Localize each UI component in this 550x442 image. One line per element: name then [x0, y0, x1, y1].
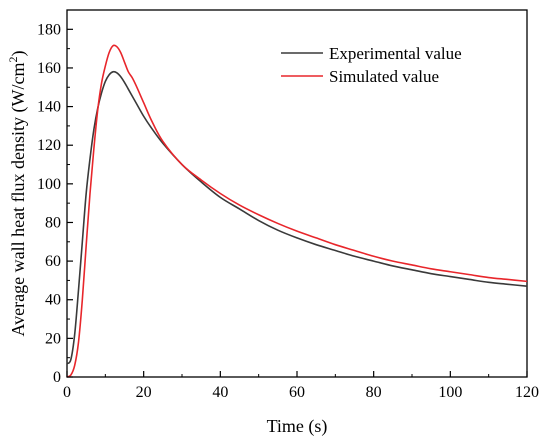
legend-label-experimental: Experimental value [329, 44, 462, 63]
y-tick-label: 140 [37, 99, 61, 116]
series-layer [66, 44, 528, 378]
y-axis-title-main: Average wall heat flux density (W/cm [8, 62, 29, 336]
series-line-simulated [66, 44, 528, 378]
x-axis-title: Time (s) [267, 416, 328, 437]
y-tick-label: 20 [45, 330, 61, 347]
x-tick-label: 0 [63, 384, 71, 401]
x-tick-label: 100 [438, 384, 462, 401]
legend: Experimental value Simulated value [281, 44, 462, 86]
y-axis-title: Average wall heat flux density (W/cm2) [6, 50, 29, 336]
y-tick-label: 100 [37, 176, 61, 193]
y-tick-label: 180 [37, 21, 61, 38]
y-axis-title-close: ) [8, 50, 29, 56]
ticks-layer: 0 20 40 60 80 100 120 0 20 40 60 80 100 120 140 160 180 [37, 21, 539, 401]
x-tick-label: 40 [212, 384, 228, 401]
y-tick-label: 120 [37, 137, 61, 154]
y-tick-label: 0 [53, 369, 61, 386]
series-line-experimental [66, 70, 528, 365]
x-tick-label: 80 [366, 384, 382, 401]
y-tick-label: 40 [45, 292, 61, 309]
x-tick-label: 20 [136, 384, 152, 401]
y-tick-label: 60 [45, 253, 61, 270]
y-axis-title-superscript: 2 [6, 56, 20, 62]
legend-label-simulated: Simulated value [329, 67, 439, 86]
y-tick-label: 160 [37, 60, 61, 77]
x-tick-label: 120 [515, 384, 539, 401]
plot-frame [66, 9, 528, 378]
x-tick-label: 60 [289, 384, 305, 401]
y-tick-label: 80 [45, 214, 61, 231]
